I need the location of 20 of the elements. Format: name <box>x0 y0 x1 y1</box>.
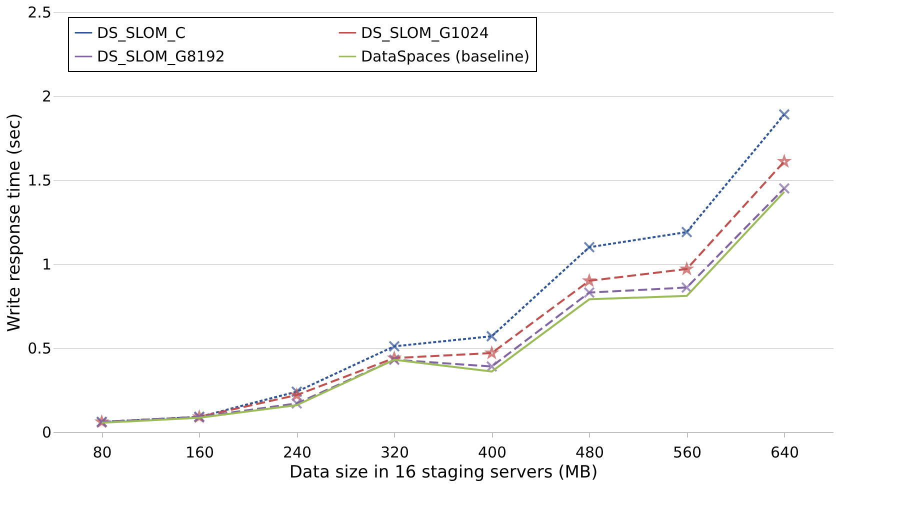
x-tick-label: 320 <box>380 444 410 462</box>
y-tick-label: 1 <box>42 256 52 274</box>
y-tick-label: 1.5 <box>28 172 52 190</box>
x-tick-label: 80 <box>92 444 112 462</box>
y-tick-label: 2.5 <box>28 4 52 22</box>
x-tick-label: 560 <box>672 444 702 462</box>
x-axis-title: Data size in 16 staging servers (MB) <box>289 462 598 482</box>
legend-label: DataSpaces (baseline) <box>361 48 530 66</box>
x-tick-label: 160 <box>185 444 214 462</box>
y-tick-label: 2 <box>42 88 52 106</box>
legend-label: DS_SLOM_G8192 <box>97 48 225 66</box>
x-tick-label: 400 <box>478 444 507 462</box>
x-tick-label: 640 <box>770 444 800 462</box>
x-tick-label: 240 <box>282 444 312 462</box>
x-tick-label: 480 <box>575 444 604 462</box>
legend-label: DS_SLOM_G1024 <box>361 24 489 42</box>
legend-label: DS_SLOM_C <box>97 24 186 42</box>
y-axis-title: Write response time (sec) <box>4 113 25 332</box>
y-tick-label: 0.5 <box>28 340 52 358</box>
y-tick-label: 0 <box>42 424 52 442</box>
